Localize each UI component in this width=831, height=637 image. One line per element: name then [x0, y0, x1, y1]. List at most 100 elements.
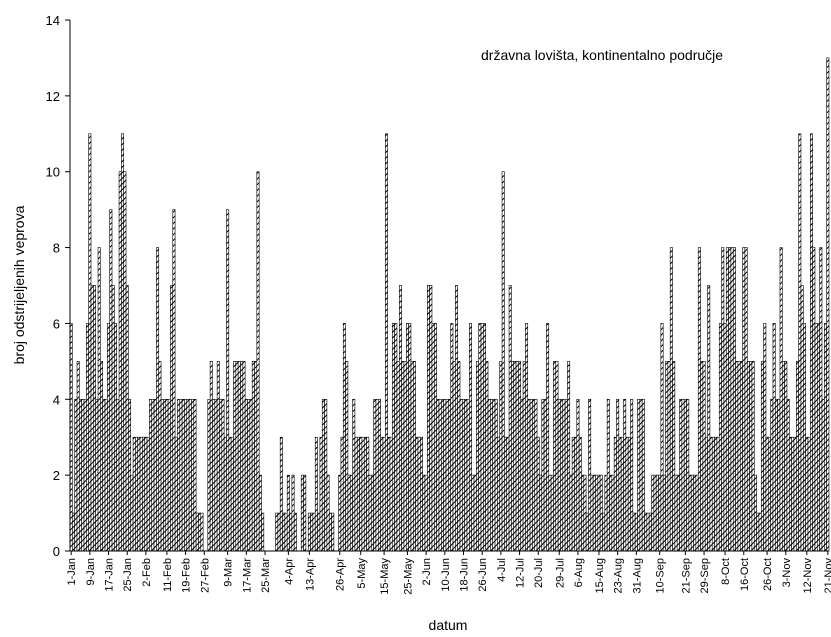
bar [319, 436, 323, 552]
x-tick-label: 15-Aug [594, 558, 606, 593]
x-axis-ticks: 1-Jan 9-Jan 17-Jan 25-Jan 2-Feb 11-Feb 19-Feb 2… [66, 551, 831, 595]
bar [286, 474, 290, 552]
bar [821, 398, 825, 552]
bar [420, 436, 423, 552]
bar [174, 436, 178, 552]
x-tick-label: 26-Apr [335, 558, 347, 591]
bar [483, 323, 486, 552]
bar [200, 512, 204, 552]
bar [669, 247, 673, 552]
bar [728, 247, 732, 552]
bar [104, 398, 108, 552]
bar [130, 474, 134, 552]
x-tick-label: 9-Jan [85, 558, 97, 586]
x-tick-label: 12-Jul [515, 558, 527, 588]
bar [172, 209, 176, 552]
bar [289, 512, 293, 552]
bar [230, 436, 234, 552]
bar [480, 323, 484, 552]
bar [249, 398, 253, 552]
bar [107, 323, 111, 552]
bar [513, 361, 517, 552]
bar [774, 398, 778, 552]
bar [599, 474, 603, 552]
bar [560, 398, 564, 552]
bar [658, 474, 662, 552]
bar [592, 474, 596, 552]
bar [753, 474, 757, 552]
bar [209, 361, 213, 552]
bar [765, 436, 769, 552]
bar [431, 323, 435, 552]
bar [408, 323, 412, 552]
x-tick-label: 10-Sep [655, 558, 667, 593]
bar [125, 285, 129, 552]
bar [567, 361, 571, 552]
y-axis-label: broj odstrijeljenih veprova [11, 205, 27, 364]
bar [188, 398, 192, 552]
bar [655, 474, 659, 552]
bar [412, 361, 416, 552]
bar [219, 398, 223, 552]
x-tick-label: 26-Oct [762, 558, 774, 591]
bar [471, 474, 475, 552]
bar [277, 512, 281, 552]
x-tick-label: 26-Jun [477, 558, 489, 592]
bar [812, 247, 816, 552]
bar [382, 436, 386, 552]
bar [191, 398, 195, 552]
bar [807, 436, 811, 552]
bar [429, 285, 433, 552]
bar [170, 285, 174, 552]
bar [756, 512, 760, 552]
bar [494, 398, 498, 552]
bar [534, 398, 538, 552]
bar [695, 474, 699, 552]
y-axis-ticks: 0 2 4 6 8 10 12 14 [46, 13, 70, 559]
bar [518, 361, 522, 552]
bar [396, 361, 400, 552]
bar [476, 361, 479, 552]
bar [303, 474, 307, 552]
bar [578, 436, 582, 552]
bar [487, 398, 491, 552]
bar [300, 474, 304, 552]
x-tick-label: 2-Jun [421, 558, 433, 586]
bar [548, 474, 552, 552]
bar [163, 398, 167, 552]
bar [207, 398, 211, 552]
bar [83, 398, 87, 552]
bar [672, 361, 676, 552]
bar [417, 436, 421, 552]
bar [441, 398, 444, 552]
x-tick-label: 1-Jan [66, 558, 78, 586]
bar [370, 474, 374, 552]
bar [730, 247, 734, 552]
bar [144, 436, 148, 552]
bar [95, 398, 99, 552]
bar [342, 323, 346, 552]
bar [611, 474, 615, 552]
bar [450, 323, 454, 552]
bar [543, 398, 547, 552]
bar [90, 285, 94, 552]
bar [448, 398, 451, 552]
bar [725, 247, 729, 552]
bar [588, 398, 592, 552]
bar [387, 436, 391, 552]
bar [254, 361, 258, 552]
bar [247, 398, 251, 552]
bar [711, 436, 715, 552]
bar [564, 398, 568, 552]
bar [251, 361, 255, 552]
bar [803, 323, 806, 552]
bar [709, 436, 713, 552]
bar [527, 398, 531, 552]
bar [452, 361, 456, 552]
bar [508, 285, 512, 552]
bar [515, 361, 519, 552]
bar [634, 512, 638, 552]
bar [279, 436, 283, 552]
x-axis-label: datum [429, 617, 468, 633]
bar [625, 436, 629, 552]
